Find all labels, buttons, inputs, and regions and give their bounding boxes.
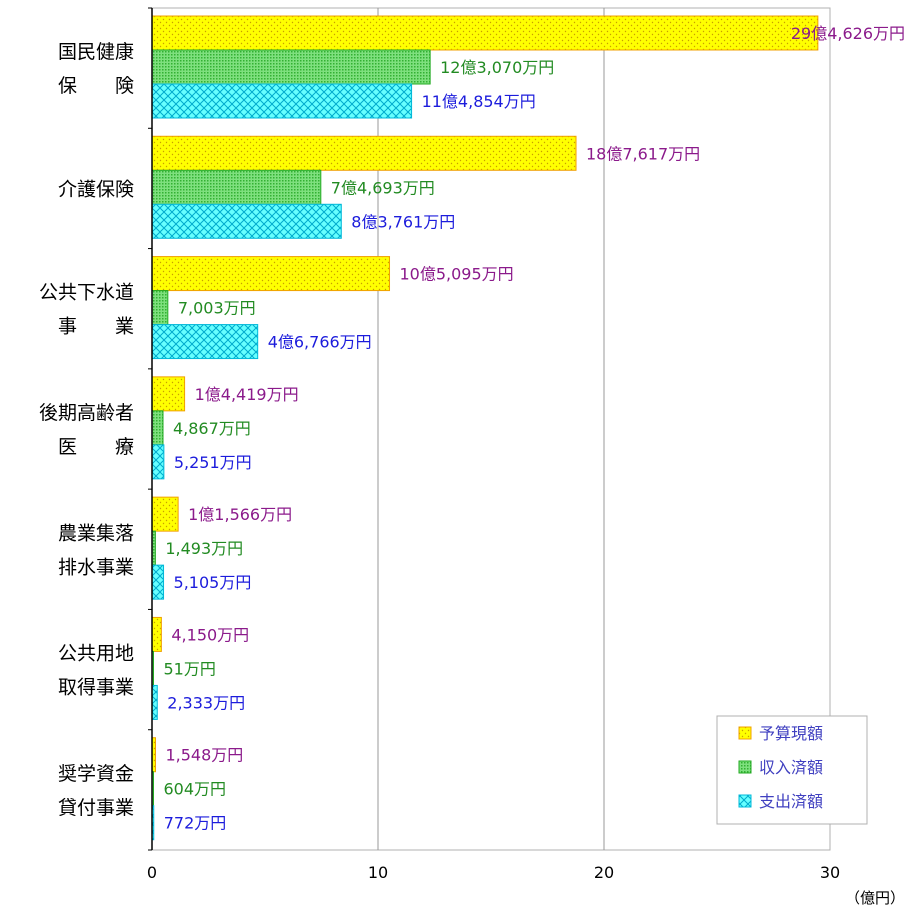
data-label-revenue: 1,493万円 [165, 539, 243, 558]
legend-label-expense: 支出済額 [759, 792, 823, 811]
bars-layer [151, 15, 819, 841]
category-label: 公共用地 [58, 643, 134, 665]
legend-swatch-budget [738, 726, 752, 740]
data-label-expense: 5,105万円 [174, 573, 252, 592]
data-label-budget: 1億4,419万円 [195, 385, 299, 404]
category-label: 奨学資金 [58, 763, 134, 785]
data-label-expense: 11億4,854万円 [422, 92, 536, 111]
category-label: 保 険 [58, 75, 134, 97]
data-label-revenue: 4,867万円 [173, 419, 251, 438]
legend-swatch-revenue [738, 760, 752, 774]
bar-budget [151, 496, 179, 532]
category-label: 公共下水道 [39, 282, 134, 304]
bar-expense [151, 83, 413, 119]
bar-budget [151, 376, 186, 412]
bar-revenue [151, 410, 164, 446]
data-label-revenue: 7,003万円 [178, 299, 256, 318]
category-label: 後期高齢者 [39, 402, 134, 424]
category-label: 事 業 [58, 316, 134, 338]
category-label: 医 療 [58, 436, 134, 458]
x-tick-label: 0 [147, 863, 157, 882]
category-label: 取得事業 [58, 677, 134, 699]
bar-expense [151, 684, 158, 720]
data-label-expense: 5,251万円 [174, 453, 252, 472]
data-label-budget: 1,548万円 [165, 746, 243, 765]
legend-label-budget: 予算現額 [759, 724, 823, 743]
data-label-expense: 8億3,761万円 [351, 212, 455, 231]
bar-budget [151, 15, 819, 51]
bar-expense [151, 203, 342, 239]
data-label-budget: 4,150万円 [171, 625, 249, 644]
legend-label-revenue: 収入済額 [759, 758, 823, 777]
bar-revenue [151, 290, 169, 326]
bar-budget [151, 256, 391, 292]
category-label: 農業集落 [58, 522, 134, 544]
data-label-revenue: 7億4,693万円 [331, 178, 435, 197]
bar-budget [151, 616, 162, 652]
data-label-budget: 29億4,626万円 [791, 24, 905, 43]
data-label-expense: 4億6,766万円 [268, 333, 372, 352]
category-label: 介護保険 [58, 178, 134, 200]
bar-revenue [151, 49, 431, 85]
category-label: 貸付事業 [58, 797, 134, 819]
bar-revenue [151, 169, 322, 205]
data-label-budget: 1億1,566万円 [188, 505, 292, 524]
legend-swatch-expense [738, 794, 752, 808]
data-label-expense: 2,333万円 [167, 693, 245, 712]
bar-expense [151, 324, 259, 360]
bar-expense [151, 564, 165, 600]
data-label-revenue: 604万円 [164, 780, 227, 799]
x-tick-label: 10 [368, 863, 388, 882]
data-label-revenue: 51万円 [164, 659, 216, 678]
x-tick-label: 30 [820, 863, 840, 882]
category-label: 排水事業 [58, 556, 134, 578]
data-label-budget: 10億5,095万円 [400, 265, 514, 284]
data-label-budget: 18億7,617万円 [586, 144, 700, 163]
data-label-revenue: 12億3,070万円 [440, 58, 554, 77]
bar-expense [151, 444, 165, 480]
category-label: 国民健康 [58, 41, 134, 63]
bar-budget [151, 135, 577, 171]
x-tick-label: 20 [594, 863, 614, 882]
x-axis-unit-label: （億円） [845, 889, 905, 907]
data-label-expense: 772万円 [164, 814, 227, 833]
axis-layer: 0 10 20 30 （億円） [147, 7, 905, 907]
